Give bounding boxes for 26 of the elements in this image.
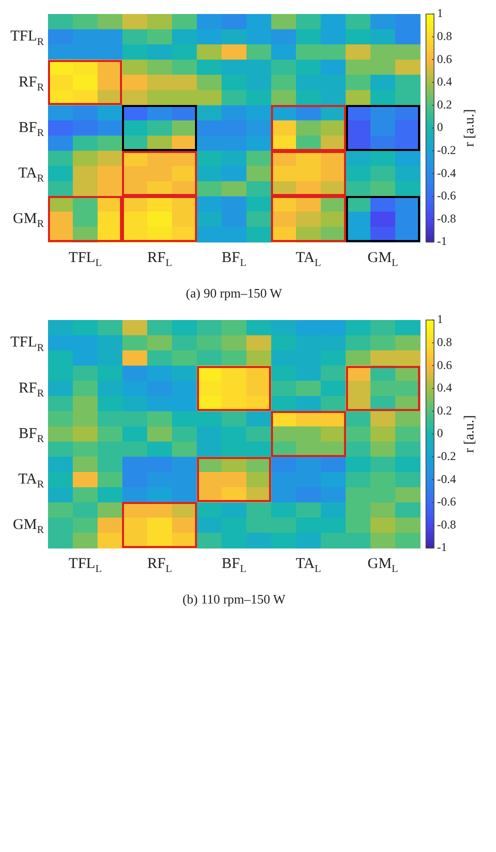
color-bar-label: -0.8: [437, 517, 456, 532]
color-bar-label: 0.4: [437, 380, 452, 395]
color-bar-label: 0.6: [437, 358, 452, 372]
color-bar-title: r [a.u.]: [462, 415, 478, 453]
color-bar-label: -0.6: [437, 188, 456, 203]
color-bar-label: -1: [437, 540, 447, 554]
text: (a) 90 rpm–150 W: [186, 285, 283, 300]
color-bar-label: -1: [437, 234, 447, 248]
text: (b) 110 rpm–150 W: [182, 591, 286, 606]
color-bar-label: -0.4: [437, 166, 456, 180]
color-bar-label: -0.8: [437, 211, 456, 226]
color-bar-label: 0: [437, 426, 443, 440]
color-bar-label: 0.6: [437, 52, 452, 66]
color-bar-label: 1: [437, 6, 443, 20]
color-bar-label: 0.4: [437, 74, 452, 89]
color-bar-label: -0.2: [437, 142, 456, 157]
color-bar-label: 0.8: [437, 334, 452, 349]
color-bar-label: 0.8: [437, 28, 452, 43]
color-bar-label: 0.2: [437, 97, 452, 112]
color-bar-label: -0.6: [437, 494, 456, 509]
color-bar-label: 0.2: [437, 403, 452, 418]
color-bar-label: -0.4: [437, 472, 456, 486]
color-bar-title: r [a.u.]: [462, 109, 478, 147]
color-bar-label: 0: [437, 120, 443, 134]
color-bar-label: 1: [437, 312, 443, 326]
color-bar-label: -0.2: [437, 448, 456, 463]
